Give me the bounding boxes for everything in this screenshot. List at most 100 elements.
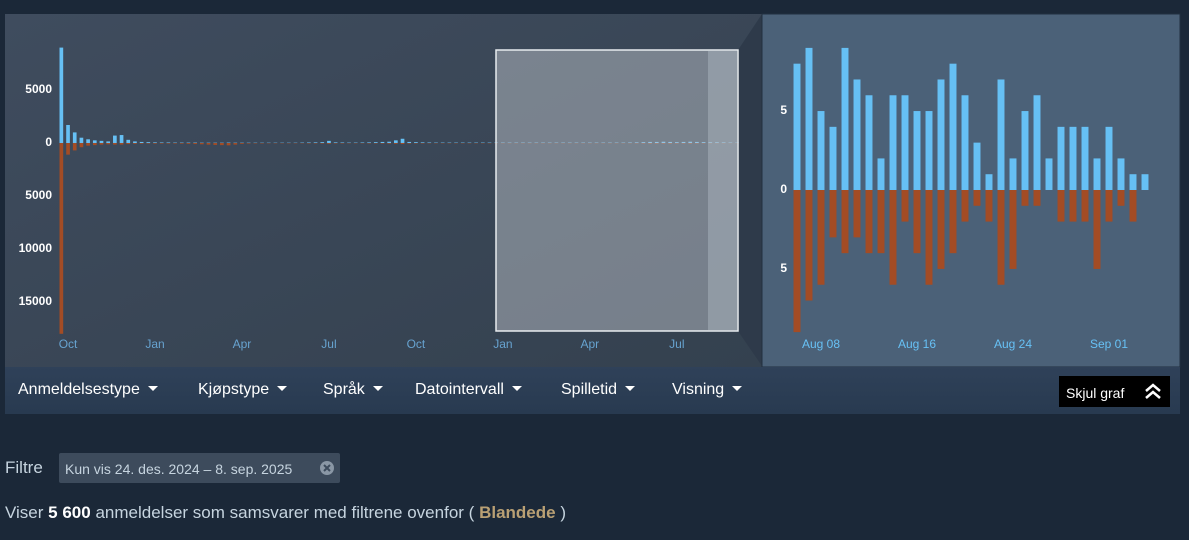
x-tick-label: Jul	[669, 337, 684, 351]
y-tick-label: 5	[780, 103, 787, 117]
bar	[414, 142, 418, 143]
bar	[59, 143, 64, 334]
bar	[901, 95, 909, 190]
bar	[139, 141, 144, 143]
bar	[66, 143, 70, 155]
bar	[1129, 190, 1137, 222]
review-histogram: 5000 0 5000 10000 15000 Oct Jan Apr Jul Oct Jan Apr…	[5, 13, 1181, 368]
bar	[106, 141, 111, 143]
bar	[829, 126, 837, 190]
bar	[394, 140, 398, 143]
bar	[654, 143, 659, 144]
bar	[817, 111, 825, 190]
bar	[949, 63, 957, 190]
menu-item[interactable]: Datointervall	[415, 381, 522, 399]
bar	[668, 141, 672, 143]
bar	[865, 95, 873, 190]
zoom-panel	[761, 13, 1181, 368]
bar	[1033, 95, 1041, 190]
bar	[66, 124, 70, 143]
bar	[841, 190, 849, 254]
bar	[407, 143, 412, 144]
filter-chip[interactable]: Kun vis 24. des. 2024 – 8. sep. 2025	[59, 453, 340, 483]
bar	[240, 143, 244, 144]
bar	[634, 142, 639, 143]
bar	[193, 143, 197, 145]
bar	[79, 143, 84, 148]
bar	[139, 143, 144, 144]
menu-item[interactable]: Kjøpstype	[198, 381, 287, 399]
bar	[427, 142, 432, 143]
y-tick-label: 5000	[25, 188, 52, 202]
bar	[246, 143, 251, 144]
bar	[865, 190, 873, 254]
menu-item[interactable]: Visning	[672, 381, 742, 399]
bar	[913, 111, 921, 190]
bar	[925, 190, 933, 285]
bar	[674, 142, 679, 143]
selection-window	[495, 49, 739, 332]
bar	[641, 143, 646, 144]
bar	[973, 190, 981, 206]
bar	[1105, 190, 1113, 222]
bar	[817, 190, 825, 285]
bar	[1009, 158, 1017, 190]
bar	[1081, 126, 1089, 190]
filter-label: Filtre	[5, 458, 43, 477]
bar	[1105, 126, 1113, 190]
bar	[1141, 174, 1149, 190]
bar	[708, 142, 713, 143]
bar	[1117, 190, 1125, 206]
bar	[387, 141, 391, 143]
hide-graph-button[interactable]: Skjul graf	[1059, 376, 1170, 407]
bar	[661, 141, 666, 143]
y-tick-label: 5	[780, 261, 787, 275]
bar	[126, 143, 131, 145]
y-tick-label: 0	[45, 135, 52, 149]
bar	[997, 190, 1005, 285]
bar	[1009, 190, 1017, 269]
bar	[877, 158, 885, 190]
x-tick-label: Apr	[233, 337, 252, 351]
bar	[793, 63, 801, 190]
bar	[233, 143, 238, 145]
bar	[695, 141, 699, 143]
menu-item[interactable]: Språk	[323, 381, 383, 399]
bar	[220, 143, 224, 146]
x-tick-label: Jul	[321, 337, 336, 351]
bar	[86, 143, 90, 146]
bar	[1033, 190, 1041, 206]
bar	[400, 143, 405, 145]
bar	[146, 143, 151, 144]
x-tick-label: Jan	[493, 337, 512, 351]
bar	[146, 142, 151, 143]
bar	[701, 142, 706, 143]
zoom-connector	[738, 14, 762, 366]
button-label: Skjul graf	[1066, 385, 1125, 401]
bar	[961, 95, 969, 190]
bar	[113, 143, 117, 145]
bar	[805, 47, 813, 190]
remove-icon[interactable]	[320, 461, 334, 475]
menu-item[interactable]: Anmeldelsestype	[18, 381, 158, 399]
bar	[668, 143, 672, 144]
bar	[307, 142, 311, 143]
bar	[985, 174, 993, 190]
bar	[99, 140, 104, 143]
bar	[226, 143, 231, 146]
rating[interactable]: Blandede	[479, 503, 556, 522]
bar	[153, 142, 157, 143]
bar	[688, 143, 693, 144]
bar	[340, 142, 345, 143]
bar	[320, 142, 325, 143]
bar	[949, 190, 957, 254]
bar	[1057, 126, 1065, 190]
overview-panel	[5, 14, 762, 367]
x-tick-label: Sep 01	[1090, 337, 1128, 351]
y-tick-label: 10000	[19, 241, 53, 255]
bar	[327, 143, 331, 144]
bar	[199, 143, 204, 145]
filter-menu: Anmeldelsestype Kjøpstype Språk Datointe…	[5, 367, 1180, 414]
menu-item[interactable]: Spilletid	[561, 381, 635, 399]
